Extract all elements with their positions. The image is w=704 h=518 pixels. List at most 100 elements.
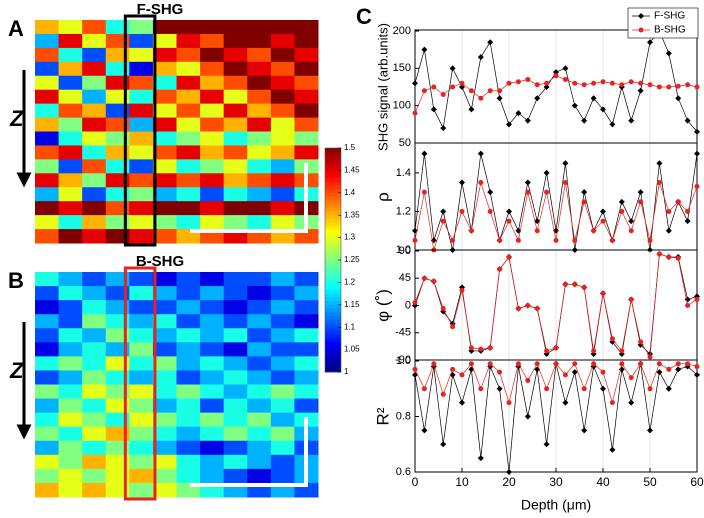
data-point (497, 266, 503, 272)
heatmap-cell (129, 384, 154, 400)
data-point (450, 324, 456, 330)
data-point (684, 218, 691, 225)
heatmap-cell (200, 300, 225, 315)
heatmap-cell (200, 328, 225, 343)
data-point (656, 251, 662, 257)
colorbar-step (325, 196, 341, 201)
heatmap-cell (82, 33, 107, 49)
heatmap-cell (152, 201, 177, 216)
data-point (647, 39, 653, 46)
heatmap-cell (58, 89, 83, 105)
heatmap-cell (247, 468, 272, 484)
colorbar-step (325, 185, 341, 190)
colorbar-tick-label: 1.05 (344, 345, 360, 354)
heatmap-cell (176, 440, 201, 456)
x-tick-label: 60 (690, 475, 704, 489)
y-tick-label: 45 (399, 272, 411, 284)
data-point (581, 386, 587, 392)
heatmap-cell (105, 328, 130, 343)
heatmap-cell (35, 426, 60, 442)
heatmap-cell (82, 356, 107, 371)
panel-title: F-SHG (137, 1, 184, 18)
heatmap-cell (152, 272, 177, 287)
heatmap-cell (35, 173, 60, 188)
heatmap-cell (82, 384, 107, 400)
heatmap-cell (58, 300, 83, 315)
heatmap-cell (223, 103, 248, 119)
heatmap-cell (58, 356, 83, 371)
heatmap-cell (58, 173, 83, 188)
data-point (544, 386, 550, 392)
legend-label: F-SHG (654, 11, 685, 22)
data-point (459, 179, 465, 186)
heatmap-cell (176, 468, 201, 484)
heatmap-cell (129, 370, 154, 385)
data-point (656, 180, 662, 186)
colorbar-step (325, 177, 341, 183)
heatmap-cell (152, 384, 177, 400)
heatmap-cell (82, 89, 107, 105)
y-tick-label: 0.8 (396, 410, 411, 422)
colorbar-step (325, 233, 341, 239)
data-point (421, 88, 427, 94)
y-tick-label: 200 (393, 25, 411, 37)
data-point (478, 386, 484, 392)
data-point (440, 306, 446, 312)
heatmap-cell (247, 272, 272, 287)
heatmap-cell (152, 286, 177, 301)
data-point (496, 385, 503, 392)
data-point (506, 208, 512, 215)
heatmap-cell (270, 468, 295, 484)
heatmap-cell (247, 342, 272, 357)
heatmap-cell (58, 117, 83, 132)
x-tick-label: 0 (412, 475, 419, 489)
data-point (496, 95, 503, 102)
data-point (571, 102, 578, 109)
heatmap-cell (176, 314, 201, 329)
heatmap-cell (176, 117, 201, 132)
data-point (665, 50, 672, 57)
data-point (497, 237, 503, 243)
heatmap-cell (58, 103, 83, 119)
data-point (656, 84, 662, 90)
heatmap-cell (176, 412, 201, 428)
data-point (581, 189, 588, 196)
data-point (572, 281, 578, 287)
data-point (553, 237, 559, 243)
heatmap-cell (152, 117, 177, 132)
heatmap-cell (200, 131, 225, 146)
heatmap-cell (176, 75, 201, 91)
data-point (600, 218, 606, 224)
data-point (581, 284, 587, 290)
colorbar-step (325, 312, 341, 317)
heatmap-cell (152, 20, 177, 35)
heatmap-cell (294, 75, 319, 91)
data-point (515, 110, 522, 117)
heatmap-cell (105, 370, 130, 385)
heatmap-cell (35, 47, 60, 63)
heatmap-cell (223, 426, 248, 442)
heatmap-cell (223, 47, 248, 63)
data-point (675, 366, 682, 373)
data-point (666, 208, 672, 214)
heatmap-cell (105, 145, 130, 160)
heatmap-cell (294, 20, 319, 35)
heatmap-cell (200, 20, 225, 35)
y-tick-label: 150 (393, 62, 411, 74)
heatmap-cell (152, 342, 177, 357)
data-point (666, 84, 672, 90)
heatmap-cell (223, 412, 248, 428)
x-tick-label: 40 (596, 475, 610, 489)
data-point (675, 83, 681, 89)
colorbar-step (325, 248, 341, 254)
heatmap-cell (82, 117, 107, 132)
heatmap-cell (105, 482, 130, 498)
data-point (675, 255, 681, 261)
heatmap-cell (294, 89, 319, 105)
heatmap-cell (270, 89, 295, 105)
heatmap-cell (129, 412, 154, 428)
heatmap-cell (176, 131, 201, 146)
heatmap-cell (247, 89, 272, 105)
heatmap-cell (105, 426, 130, 442)
data-point (628, 79, 634, 85)
